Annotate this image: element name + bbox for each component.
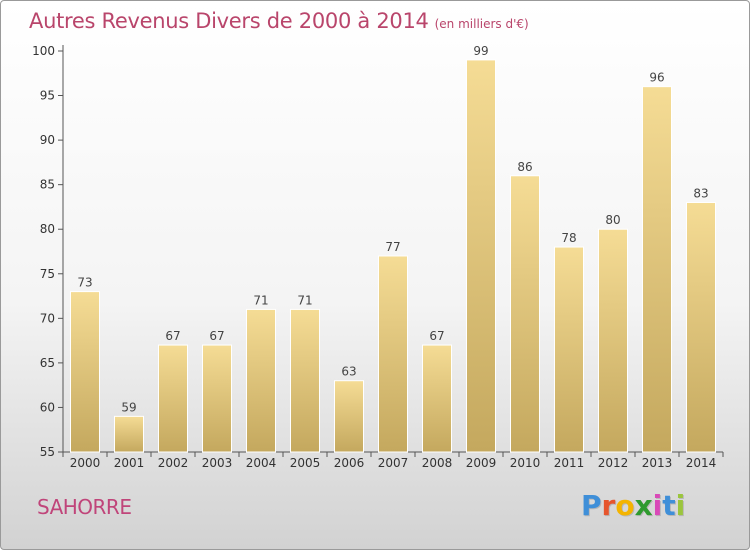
commune-name: SAHORRE: [37, 495, 132, 519]
logo-letter: x: [634, 489, 653, 522]
logo-letter: P: [581, 489, 602, 522]
y-tick-label: 60: [40, 400, 55, 414]
y-tick-label: 55: [40, 445, 55, 459]
bar: [70, 291, 100, 453]
x-tick-label: 2009: [466, 456, 497, 470]
x-tick-label: 2011: [554, 456, 585, 470]
logo-letter: i: [675, 489, 686, 522]
bar-value-label: 63: [341, 365, 356, 379]
bar: [290, 308, 320, 453]
x-tick-label: 2001: [114, 456, 145, 470]
bar-value-label: 73: [77, 276, 92, 290]
logo-letter: t: [662, 489, 676, 522]
bar: [158, 344, 188, 453]
y-tick-label: 100: [32, 44, 55, 58]
y-tick-label: 90: [40, 133, 55, 147]
y-tick-label: 65: [40, 356, 55, 370]
y-axis: 55 60 65 70 75 80 85 90 95 100: [32, 44, 64, 459]
y-tick-label: 85: [40, 178, 55, 192]
bar: [598, 228, 628, 453]
unit-label: (en milliers d'€): [434, 17, 529, 31]
bar-value-label: 71: [253, 293, 268, 307]
bar: [466, 59, 496, 453]
bar: [378, 255, 408, 453]
bar: [202, 344, 232, 453]
bar-value-label: 59: [121, 400, 136, 414]
x-tick-label: 2014: [686, 456, 717, 470]
bar: [686, 201, 716, 453]
x-tick-label: 2006: [334, 456, 365, 470]
x-tick-label: 2000: [70, 456, 101, 470]
logo-letter: i: [652, 489, 663, 522]
proxiti-logo: Proxiti: [581, 489, 685, 522]
bar: [554, 246, 584, 453]
bar: [246, 308, 276, 453]
logo-letter: o: [615, 489, 635, 522]
bar: [642, 86, 672, 453]
x-tick-label: 2003: [202, 456, 233, 470]
bar-value-label: 80: [605, 213, 620, 227]
bars: [70, 59, 716, 453]
bar: [334, 380, 364, 453]
bar: [510, 175, 540, 453]
bar-value-label: 96: [649, 71, 664, 85]
y-tick-label: 95: [40, 89, 55, 103]
y-tick-label: 70: [40, 311, 55, 325]
x-tick-label: 2004: [246, 456, 277, 470]
bar: [114, 415, 144, 453]
x-tick-label: 2005: [290, 456, 321, 470]
x-tick-label: 2013: [642, 456, 673, 470]
x-tick-label: 2008: [422, 456, 453, 470]
bar: [422, 344, 452, 453]
bar-value-label: 83: [693, 186, 708, 200]
bar-value-label: 67: [429, 329, 444, 343]
logo-letter: r: [601, 489, 616, 522]
x-tick-label: 2010: [510, 456, 541, 470]
bar-value-label: 67: [209, 329, 224, 343]
bar-value-labels: 73 59 67 67 71 71 63 77 67 99 86 78 80 96 83: [77, 44, 708, 414]
chart-title: Autres Revenus Divers de 2000 à 2014 (en …: [29, 9, 529, 33]
x-tick-label: 2007: [378, 456, 409, 470]
bar-value-label: 77: [385, 240, 400, 254]
bar-value-label: 86: [517, 160, 532, 174]
title-text: Autres Revenus Divers de 2000 à 2014: [29, 9, 429, 33]
x-tick-label: 2002: [158, 456, 189, 470]
bar-value-label: 99: [473, 44, 488, 58]
y-tick-label: 75: [40, 267, 55, 281]
bar-value-label: 71: [297, 293, 312, 307]
y-tick-label: 80: [40, 222, 55, 236]
x-tick-label: 2012: [598, 456, 629, 470]
x-axis: 2000 2001 2002 2003 2004 2005 2006 2007 2008 2009…: [62, 451, 724, 470]
bar-value-label: 78: [561, 231, 576, 245]
bar-value-label: 67: [165, 329, 180, 343]
